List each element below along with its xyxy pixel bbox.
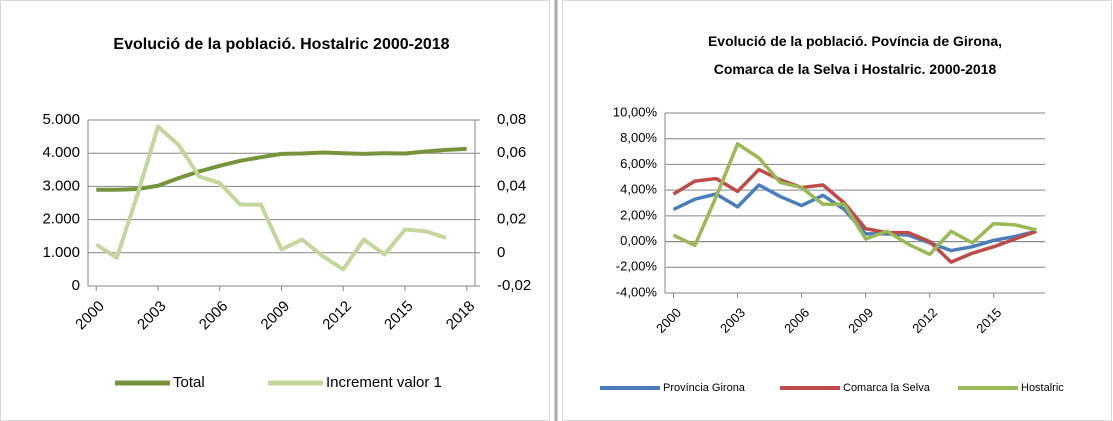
- legend-label: Increment valor 1: [326, 374, 442, 391]
- y2-tick-label: -0,02: [497, 277, 531, 294]
- y-tick-label: 10,00%: [613, 104, 658, 119]
- legend-label: Comarca la Selva: [843, 382, 931, 394]
- series-line: [95, 124, 447, 272]
- y-tick-label: 4,00%: [620, 182, 657, 197]
- chart-title: Evolució de la població. Povíncia de Gir…: [708, 33, 1002, 77]
- legend-label: Província Girona: [663, 382, 746, 394]
- y2-tick-label: 0,08: [497, 111, 526, 128]
- series-line: [96, 146, 467, 192]
- y-tick-label: 5.000: [42, 111, 80, 128]
- y2-tick-label: 0,02: [497, 211, 526, 228]
- y-tick-label: 1.000: [42, 244, 80, 261]
- legend-label: Total: [173, 374, 205, 391]
- chart-title: Evolució de la població. Hostalric 2000-…: [113, 36, 449, 53]
- y2-tick-label: 0,04: [497, 177, 526, 194]
- y-tick-label: 8,00%: [620, 130, 657, 145]
- y-tick-label: 6,00%: [620, 156, 657, 171]
- legend-label: Hostalric: [1021, 382, 1064, 394]
- y-tick-label: 2,00%: [620, 207, 657, 222]
- y-tick-label: 2.000: [42, 211, 80, 228]
- series-line: [672, 167, 1038, 264]
- chart-frame: [562, 0, 1112, 421]
- y-tick-label: 0: [72, 277, 80, 294]
- y2-tick-label: 0: [497, 244, 505, 261]
- y2-tick-label: 0,06: [497, 144, 526, 161]
- y-tick-label: -4,00%: [616, 284, 658, 299]
- y-tick-label: 3.000: [42, 177, 80, 194]
- y-tick-label: -2,00%: [616, 259, 658, 274]
- y-tick-label: 4.000: [42, 144, 80, 161]
- chart-frame: [0, 0, 550, 421]
- series-line: [672, 142, 1037, 257]
- y-tick-label: 0,00%: [620, 233, 657, 248]
